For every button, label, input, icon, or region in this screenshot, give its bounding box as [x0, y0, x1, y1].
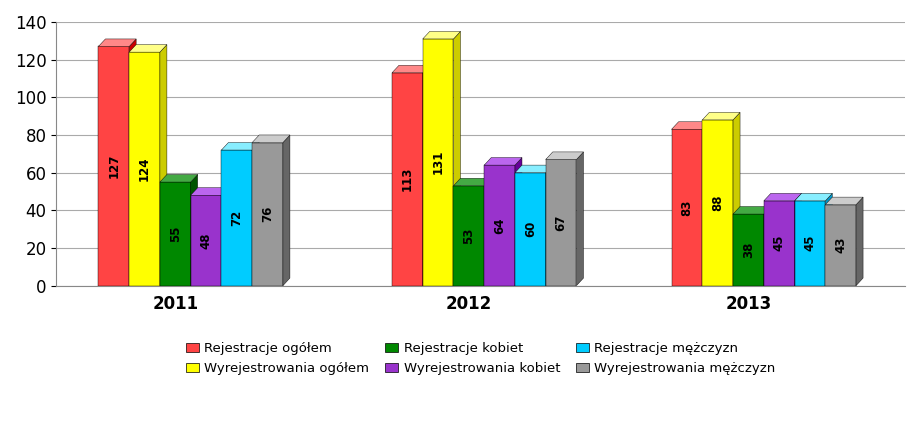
Bar: [701, 120, 732, 285]
Polygon shape: [98, 39, 136, 47]
Text: 127: 127: [108, 154, 120, 178]
Polygon shape: [221, 188, 228, 285]
Bar: [671, 129, 701, 285]
Polygon shape: [701, 112, 739, 120]
Polygon shape: [422, 32, 460, 39]
Bar: [160, 182, 190, 285]
Bar: [252, 143, 283, 285]
Bar: [453, 186, 483, 285]
Polygon shape: [763, 193, 800, 201]
Polygon shape: [794, 193, 800, 285]
Polygon shape: [160, 174, 198, 182]
Polygon shape: [129, 44, 166, 52]
Text: 76: 76: [261, 206, 274, 222]
Legend: Rejestracje ogółem, Wyrejestrowania ogółem, Rejestracje kobiet, Wyrejestrowania : Rejestracje ogółem, Wyrejestrowania ogół…: [180, 337, 780, 380]
Text: 43: 43: [834, 237, 846, 254]
Bar: [545, 159, 576, 285]
Polygon shape: [576, 152, 583, 285]
Bar: [483, 165, 515, 285]
Polygon shape: [701, 122, 709, 285]
Bar: [732, 214, 763, 285]
Polygon shape: [824, 197, 862, 205]
Text: 64: 64: [493, 217, 505, 234]
Polygon shape: [129, 39, 136, 285]
Text: 45: 45: [772, 235, 785, 251]
Text: 131: 131: [431, 150, 444, 174]
Text: 45: 45: [802, 235, 815, 251]
Polygon shape: [763, 206, 770, 285]
Bar: [422, 39, 453, 285]
Text: 72: 72: [230, 210, 243, 226]
Bar: [824, 205, 856, 285]
Polygon shape: [453, 178, 491, 186]
Polygon shape: [221, 143, 259, 150]
Bar: [763, 201, 794, 285]
Polygon shape: [545, 152, 583, 159]
Text: 83: 83: [680, 199, 693, 216]
Text: 53: 53: [462, 227, 475, 244]
Polygon shape: [391, 65, 429, 73]
Text: 113: 113: [401, 167, 414, 191]
Polygon shape: [732, 112, 739, 285]
Bar: [221, 150, 252, 285]
Text: 124: 124: [138, 157, 151, 181]
Polygon shape: [515, 165, 552, 173]
Bar: [98, 47, 129, 285]
Text: 60: 60: [523, 221, 537, 237]
Polygon shape: [252, 143, 259, 285]
Polygon shape: [545, 165, 552, 285]
Text: 48: 48: [199, 232, 212, 249]
Polygon shape: [453, 32, 460, 285]
Text: 38: 38: [741, 242, 754, 258]
Polygon shape: [671, 122, 709, 129]
Text: 88: 88: [710, 194, 723, 211]
Polygon shape: [160, 44, 166, 285]
Bar: [129, 52, 160, 285]
Polygon shape: [190, 174, 198, 285]
Polygon shape: [252, 135, 289, 143]
Bar: [391, 73, 422, 285]
Polygon shape: [422, 65, 429, 285]
Bar: [190, 195, 221, 285]
Polygon shape: [483, 158, 521, 165]
Polygon shape: [190, 188, 228, 195]
Polygon shape: [794, 193, 832, 201]
Text: 67: 67: [554, 214, 567, 231]
Bar: [515, 173, 545, 285]
Polygon shape: [824, 193, 832, 285]
Polygon shape: [515, 158, 521, 285]
Polygon shape: [483, 178, 491, 285]
Bar: [794, 201, 824, 285]
Polygon shape: [283, 135, 289, 285]
Polygon shape: [856, 197, 862, 285]
Polygon shape: [732, 206, 770, 214]
Text: 55: 55: [168, 226, 182, 242]
